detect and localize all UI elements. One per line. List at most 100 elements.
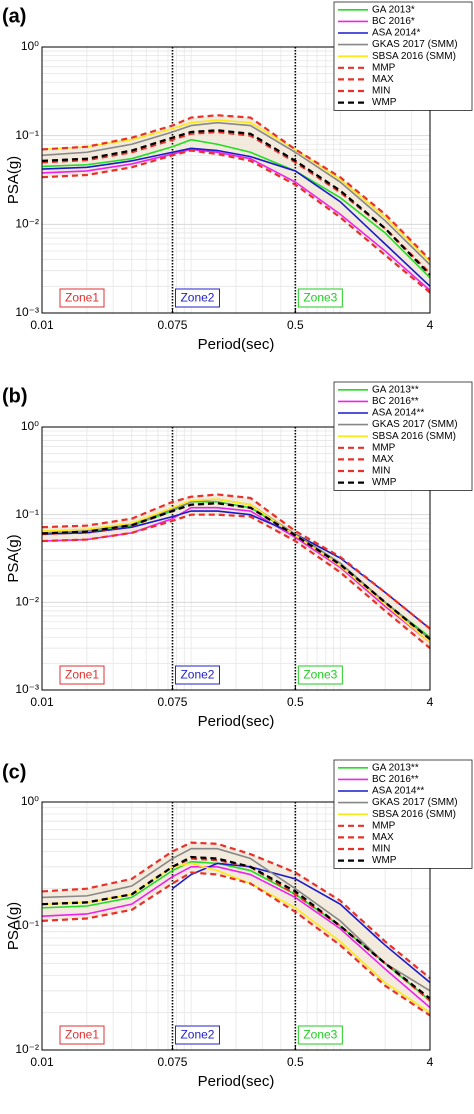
legend-label: GA 2013*: [372, 4, 415, 15]
series-line: [41, 147, 431, 287]
legend-label: BC 2016**: [372, 396, 419, 407]
legend-label: GA 2013**: [372, 762, 419, 773]
axes-frame: [41, 801, 431, 1051]
y-tick-label: 10⁻²: [15, 595, 39, 609]
legend-label: MIN: [372, 844, 390, 855]
zone-label: Zone3: [303, 291, 337, 305]
y-axis-label: PSA(g): [5, 156, 22, 204]
x-tick-label: 0.01: [30, 695, 54, 709]
zone-box: [174, 665, 220, 685]
zone-label: Zone1: [65, 668, 99, 682]
y-tick-label: 10⁰: [21, 39, 39, 53]
panel-label: (b): [2, 385, 28, 407]
zone-box: [297, 288, 343, 308]
legend-label: BC 2016**: [372, 774, 419, 785]
legend-label: MAX: [372, 454, 394, 465]
legend-label: MAX: [372, 832, 394, 843]
range-band: [42, 494, 430, 649]
y-axis-label: PSA(g): [5, 534, 22, 582]
series-line: [41, 130, 431, 275]
x-tick-label: 0.075: [157, 318, 187, 332]
y-tick-label: 10⁻¹: [15, 507, 39, 521]
legend-label: MMP: [372, 820, 396, 831]
zone-box: [59, 665, 105, 685]
series-line: [41, 129, 431, 276]
legend-label: GKAS 2017 (SMM): [372, 419, 458, 430]
series-line: [41, 119, 431, 263]
legend-label: WMP: [372, 97, 397, 108]
zone-box: [59, 288, 105, 308]
legend-label: MMP: [372, 62, 396, 73]
legend-label: MMP: [372, 442, 396, 453]
zone-label: Zone1: [65, 291, 99, 305]
legend-label: ASA 2014**: [372, 408, 424, 419]
y-tick-label: 10⁻²: [15, 217, 39, 231]
series-line: [41, 841, 431, 979]
legend-label: MAX: [372, 74, 394, 85]
series-line: [41, 138, 431, 279]
zone-box: [297, 665, 343, 685]
legend-label: GKAS 2017 (SMM): [372, 39, 458, 50]
series-line: [41, 121, 431, 266]
zone-label: Zone2: [180, 291, 214, 305]
x-tick-label: 0.5: [287, 318, 304, 332]
y-tick-label: 10⁻¹: [15, 918, 39, 932]
series-line: [41, 502, 431, 641]
x-tick-label: 0.5: [287, 695, 304, 709]
x-tick-label: 4: [427, 1055, 434, 1069]
series-line: [41, 866, 431, 1009]
zone-box: [297, 1025, 343, 1045]
zone-box: [174, 1025, 220, 1045]
legend-label: BC 2016*: [372, 16, 415, 27]
legend-label: MIN: [372, 86, 390, 97]
legend-label: SBSA 2016 (SMM): [372, 431, 456, 442]
axes-frame: [41, 426, 431, 691]
x-tick-label: 0.075: [157, 1055, 187, 1069]
zone-label: Zone3: [303, 668, 337, 682]
x-tick-label: 0.01: [30, 1055, 54, 1069]
series-line: [41, 114, 431, 261]
y-axis-label: PSA(g): [5, 902, 22, 950]
series-line: [41, 498, 431, 643]
zone-label: Zone1: [65, 1028, 99, 1042]
x-tick-label: 0.075: [157, 695, 187, 709]
legend-label: SBSA 2016 (SMM): [372, 51, 456, 62]
series-line: [41, 513, 431, 650]
y-tick-label: 10⁰: [21, 794, 39, 808]
y-tick-label: 10⁻²: [15, 1042, 39, 1056]
series-line: [41, 871, 431, 1017]
x-tick-label: 4: [427, 695, 434, 709]
legend-label: SBSA 2016 (SMM): [372, 809, 456, 820]
y-tick-label: 10⁻³: [15, 305, 39, 319]
legend-label: WMP: [372, 477, 397, 488]
x-axis-label: Period(sec): [198, 1073, 275, 1090]
x-tick-label: 4: [427, 318, 434, 332]
x-tick-label: 0.5: [287, 1055, 304, 1069]
panel: Zone1 Zone2 Zone3 10⁻³ 10⁻² 10⁻¹ 10⁰ 0.01 0.075 0…: [2, 381, 473, 730]
range-band: [42, 842, 430, 1016]
legend-label: GKAS 2017 (SMM): [372, 797, 458, 808]
panel: Zone1 Zone2 Zone3 10⁻² 10⁻¹ 10⁰ 0.01 0.075 0.5 4 P…: [2, 759, 473, 1090]
y-tick-label: 10⁰: [21, 419, 39, 433]
series-line: [41, 855, 431, 1000]
zone-box: [59, 1025, 105, 1045]
series-line: [41, 149, 431, 294]
zone-label: Zone2: [180, 1028, 214, 1042]
x-axis-label: Period(sec): [198, 713, 275, 730]
series-line: [41, 847, 431, 992]
legend-label: ASA 2014*: [372, 28, 420, 39]
legend-label: ASA 2014**: [372, 786, 424, 797]
legend-label: GA 2013**: [372, 384, 419, 395]
panel-label: (a): [2, 5, 26, 27]
panel-label: (c): [2, 761, 26, 783]
panel: Zone1 Zone2 Zone3 10⁻³ 10⁻² 10⁻¹ 10⁰ 0.01 0.075 0…: [2, 1, 473, 353]
y-tick-label: 10⁻¹: [15, 128, 39, 142]
x-tick-label: 0.01: [30, 318, 54, 332]
y-tick-label: 10⁻³: [15, 682, 39, 696]
series-line: [41, 148, 431, 291]
legend-label: MIN: [372, 466, 390, 477]
axes-frame: [41, 46, 431, 314]
x-axis-label: Period(sec): [198, 336, 275, 353]
zone-box: [174, 288, 220, 308]
